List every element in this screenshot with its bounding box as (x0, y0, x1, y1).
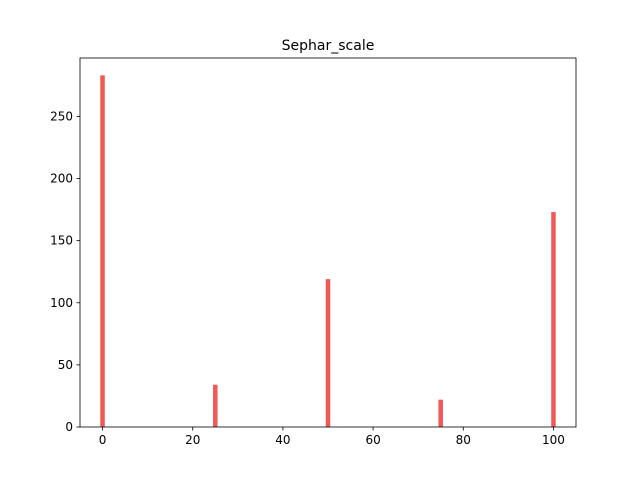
x-tick-label: 100 (542, 433, 565, 447)
y-tick-label: 0 (65, 420, 73, 434)
x-axis-ticks: 0 20 40 60 80 100 (99, 427, 565, 447)
bar-0 (100, 75, 105, 428)
x-tick-label: 80 (456, 433, 471, 447)
y-tick-label: 250 (50, 109, 73, 123)
bar-25 (213, 384, 218, 427)
x-tick-label: 40 (275, 433, 290, 447)
y-tick-label: 100 (50, 296, 73, 310)
bar-100 (551, 212, 556, 427)
y-tick-label: 50 (58, 358, 73, 372)
y-tick-label: 150 (50, 234, 73, 248)
x-tick-label: 0 (99, 433, 107, 447)
plot-frame (79, 57, 577, 428)
chart-title: Sephar_scale (282, 38, 375, 54)
y-axis-ticks: 0 50 100 150 200 250 (50, 109, 80, 434)
x-tick-label: 20 (185, 433, 200, 447)
bars-group (100, 75, 556, 428)
bar-50 (325, 279, 331, 427)
x-tick-label: 60 (365, 433, 380, 447)
y-tick-label: 200 (50, 172, 73, 186)
bar-75 (438, 399, 443, 427)
